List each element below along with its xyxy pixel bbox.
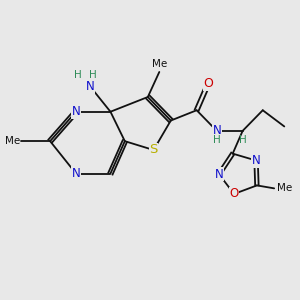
Text: N: N bbox=[215, 168, 224, 181]
Text: Me: Me bbox=[277, 183, 292, 194]
Text: O: O bbox=[230, 188, 239, 200]
Text: H: H bbox=[239, 135, 247, 145]
Text: Me: Me bbox=[5, 136, 20, 146]
Text: N: N bbox=[212, 124, 221, 137]
Text: N: N bbox=[72, 167, 80, 180]
Text: H: H bbox=[214, 135, 221, 145]
Text: N: N bbox=[86, 80, 95, 93]
Text: N: N bbox=[252, 154, 260, 167]
Text: H: H bbox=[74, 70, 81, 80]
Text: Me: Me bbox=[152, 59, 167, 69]
Text: O: O bbox=[203, 77, 213, 90]
Text: S: S bbox=[149, 143, 158, 157]
Text: N: N bbox=[72, 105, 80, 118]
Text: H: H bbox=[89, 70, 97, 80]
